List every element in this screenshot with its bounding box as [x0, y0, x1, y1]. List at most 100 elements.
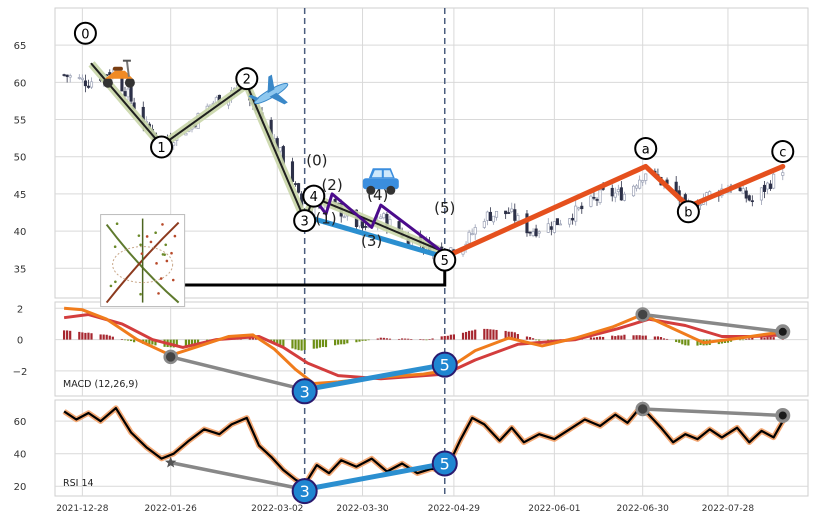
macd-badge-circle [291, 378, 318, 405]
rsi-divergence-line [640, 407, 785, 418]
macd-histogram-bar [440, 336, 443, 340]
candle-body [525, 213, 529, 234]
macd-histogram-bar [324, 339, 328, 348]
macd-histogram-bar [69, 330, 72, 340]
macd-histogram-bar [425, 339, 428, 341]
candle-body [598, 189, 602, 203]
macd-histogram-bar [187, 339, 191, 347]
macd-histogram-bar [78, 331, 81, 340]
macd-histogram-bar [410, 339, 413, 340]
candle-body [491, 215, 496, 223]
macd-dot [163, 349, 178, 365]
macd-histogram-bar [126, 339, 130, 341]
wave-label-circle [771, 140, 795, 164]
macd-histogram-bar [422, 339, 425, 341]
macd-histogram-bar [471, 330, 474, 340]
scooter-wheel [102, 77, 113, 88]
candle-body [772, 173, 776, 189]
car-wheel [366, 185, 376, 195]
macd-histogram-bar [133, 339, 136, 343]
macd-histogram-bar [105, 334, 108, 340]
candle-body [635, 185, 639, 189]
price-tick-label: 45 [14, 190, 27, 201]
macd-histogram-bar [452, 334, 455, 340]
macd-histogram-bar [635, 335, 638, 340]
car-window [383, 170, 393, 178]
candle-body [379, 216, 383, 220]
macd-histogram-bar [766, 337, 769, 340]
macd-histogram-bar [388, 338, 392, 340]
macd-histogram-bar [641, 335, 644, 340]
candle-body [592, 196, 596, 199]
candle-body [781, 172, 785, 176]
macd-histogram-bar [361, 339, 364, 341]
candle-body [580, 205, 584, 210]
macd-tick-label: 0 [17, 336, 23, 347]
candle-body [619, 187, 623, 201]
thumbnail-dot [173, 234, 177, 238]
candle-body [571, 217, 575, 221]
thumbnail-curve [105, 221, 180, 304]
price-tick-label: 35 [14, 264, 27, 275]
macd-histogram-bar [538, 339, 541, 341]
rsi-tick-label: 40 [14, 450, 27, 461]
macd-histogram-bar [687, 339, 690, 346]
macd-histogram-bar [611, 335, 614, 340]
candle-body [549, 226, 553, 230]
wave-label-circle [73, 21, 97, 45]
macd-histogram-bar [84, 332, 87, 340]
candle-body [513, 209, 517, 221]
macd-histogram-bar [495, 329, 498, 340]
candle-body [364, 226, 368, 228]
candle-body [747, 195, 751, 201]
macd-badge-text: 5 [440, 356, 450, 375]
rsi-divergence-line [168, 460, 307, 492]
macd-histogram-bar [318, 339, 321, 348]
macd-histogram-bar [282, 339, 285, 347]
macd-histogram-bar [184, 339, 188, 347]
macd-histogram-bar [769, 336, 772, 340]
candle-body [470, 233, 474, 236]
thumbnail-dot [163, 253, 166, 256]
wave-label-circle [293, 209, 317, 233]
candle-body [440, 246, 444, 249]
macd-histogram-bar [528, 337, 532, 340]
candle-body [531, 231, 535, 236]
macd-histogram-bar [598, 336, 602, 340]
macd-histogram-bar [102, 334, 105, 340]
macd-histogram-bar [382, 337, 385, 340]
thumbnail-dot [159, 277, 163, 280]
candle-body [172, 142, 176, 146]
macd-histogram-bar [531, 338, 535, 340]
airplane-tail [248, 94, 259, 102]
macd-histogram-bar [739, 339, 742, 341]
panel-rsi [54, 399, 809, 497]
wave-path [303, 196, 440, 251]
macd-histogram-bar [644, 335, 647, 340]
macd-badge-circle [431, 351, 458, 378]
macd-divergence-line [640, 312, 785, 334]
subwave-label: (2) [321, 176, 342, 194]
macd-histogram-bar [623, 334, 626, 340]
macd-histogram-bar [66, 330, 69, 340]
candle-body [632, 185, 636, 197]
scooter-wheel [124, 77, 135, 88]
x-tick-label: 2022-03-30 [336, 504, 389, 514]
candle-body [89, 81, 94, 88]
macd-histogram-bar [337, 339, 340, 345]
macd-histogram-bar [276, 339, 279, 345]
x-tick-label: 2022-06-01 [528, 504, 580, 514]
macd-histogram-bar [334, 339, 337, 346]
macd-histogram-bar [190, 339, 194, 347]
macd-histogram-bar [748, 338, 751, 340]
macd-histogram-bar [145, 339, 148, 345]
macd-histogram-bar [602, 336, 605, 340]
macd-histogram-bar [346, 339, 349, 344]
price-tick-label: 60 [14, 78, 27, 89]
car-wheel [386, 185, 396, 195]
macd-histogram-bar [404, 338, 407, 340]
macd-histogram-bar [291, 339, 294, 349]
macd-badge-text: 3 [300, 382, 310, 401]
candle-body [382, 213, 386, 219]
